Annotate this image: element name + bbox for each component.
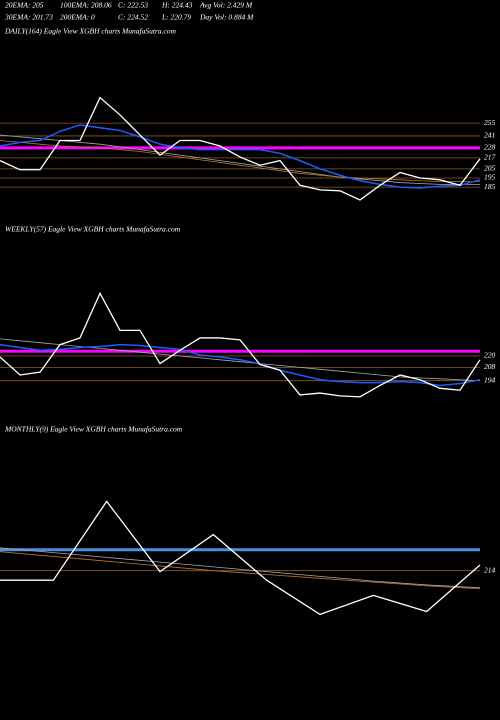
y-tick-label: 185 [484,182,496,191]
y-tick-label: 194 [484,375,496,384]
panel-title: MONTHLY(9) Eagle View XGBH charts Munafa… [4,425,183,434]
stat-text: 100EMA: 208.06 [60,1,112,10]
stat-text: C: 224.52 [118,13,148,22]
stat-text: 20EMA: 205 [5,1,44,10]
stat-text: 30EMA: 201.73 [4,13,53,22]
y-tick-label: 195 [484,173,496,182]
y-tick-label: 217 [484,153,496,162]
price-line [0,291,481,398]
price-line [0,551,481,590]
price-line [0,140,480,183]
stat-text: L: 220.79 [161,13,191,22]
y-tick-label: 205 [484,164,496,173]
price-line [0,343,481,387]
price-line [0,124,481,189]
panel-title: WEEKLY(57) Eagle View XGBH charts Munafa… [5,225,181,234]
stat-text: Avg Vol: 2.429 M [199,1,253,10]
y-tick-label: 241 [484,131,495,140]
stat-text: Day Vol: 0.884 M [199,13,254,22]
price-line [0,134,480,185]
price-line [0,338,481,382]
y-tick-label: 228 [484,143,496,152]
y-tick-label: 255 [484,118,496,127]
price-line [0,547,481,589]
stat-text: 200EMA: 0 [60,13,95,22]
price-line [0,500,481,616]
panel-title: DAILY(164) Eagle View XGBH charts Munafa… [4,27,177,36]
stat-text: H: 224.43 [161,1,193,10]
y-tick-label: 220 [484,351,496,360]
price-line [0,96,481,201]
stat-text: C: 222.53 [118,1,148,10]
y-tick-label: 214 [484,565,496,574]
y-tick-label: 208 [484,362,496,371]
